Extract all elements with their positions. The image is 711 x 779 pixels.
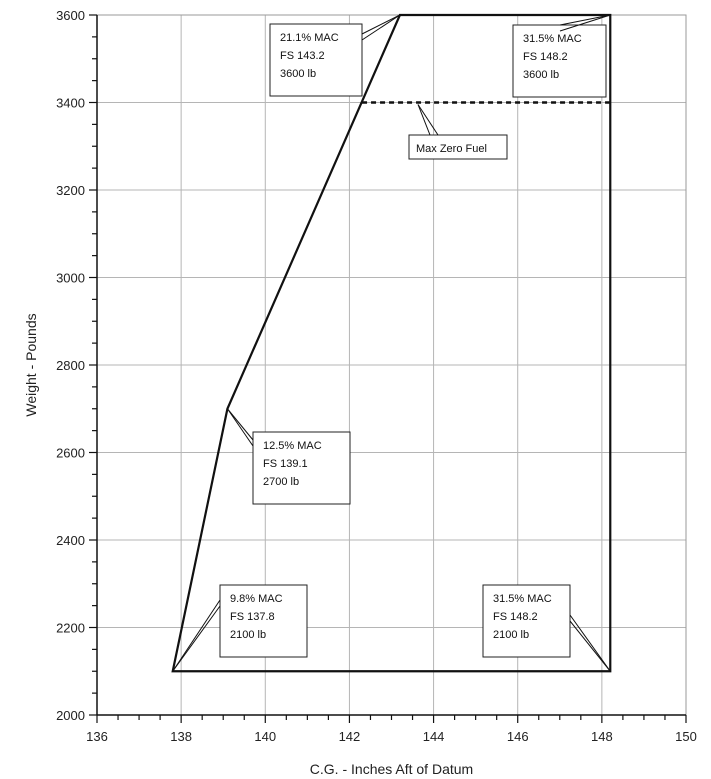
max-zero-fuel-label: Max Zero Fuel	[416, 143, 487, 155]
point-fwd-mid-text: FS 139.1	[263, 458, 308, 470]
point-fwd-top-text: 3600 lb	[280, 68, 316, 80]
max-zero-fuel-leader	[417, 104, 439, 136]
max-zero-fuel-box	[408, 134, 508, 160]
point-fwd-top-leader	[361, 14, 401, 41]
y-tick-label: 3400	[56, 96, 85, 111]
point-fwd-top-text: 21.1% MAC	[280, 32, 339, 44]
point-aft-top-text: 3600 lb	[523, 69, 559, 81]
point-aft-top-leader	[559, 14, 611, 26]
y-tick-label: 2800	[56, 358, 85, 373]
point-fwd-mid-text: 12.5% MAC	[263, 440, 322, 452]
x-tick-label: 150	[675, 729, 697, 744]
point-aft-bottom: 31.5% MAC FS 148.2 2100 lb	[482, 584, 611, 672]
x-tick-label: 146	[507, 729, 529, 744]
cg-envelope-line	[171, 13, 612, 673]
y-tick-label: 2600	[56, 446, 85, 461]
point-fwd-mid-text: 2700 lb	[263, 476, 299, 488]
x-tick-label: 148	[591, 729, 613, 744]
point-fwd-top-leader	[361, 14, 401, 35]
annotation-layer: 9.8% MAC FS 137.8 2100 lb 12.5% MAC FS 139.1…	[172, 14, 611, 672]
point-fwd-bottom: 9.8% MAC FS 137.8 2100 lb	[172, 584, 308, 672]
y-tick-label: 3600	[56, 8, 85, 23]
point-fwd-bottom-text: FS 137.8	[230, 611, 275, 623]
x-tick-label: 140	[254, 729, 276, 744]
point-fwd-bottom-leader	[172, 599, 221, 672]
point-aft-bottom-box	[482, 584, 571, 658]
point-fwd-top-box	[269, 23, 363, 97]
y-tick-label: 2400	[56, 533, 85, 548]
x-tick-label: 136	[86, 729, 108, 744]
x-tick-label: 138	[170, 729, 192, 744]
point-fwd-mid-leader	[227, 408, 254, 441]
point-fwd-bottom-text: 9.8% MAC	[230, 593, 283, 605]
axis-layer: 136 138 140 142 144 146 148 150 2000 2200 2400 2600…	[56, 8, 697, 744]
point-fwd-bottom-leader	[172, 605, 221, 672]
y-tick-label: 2000	[56, 708, 85, 723]
point-aft-bottom-text: 31.5% MAC	[493, 593, 552, 605]
y-tick-label: 3200	[56, 183, 85, 198]
point-aft-bottom-text: FS 148.2	[493, 611, 538, 623]
point-fwd-mid-box	[252, 431, 351, 505]
point-aft-bottom-text: 2100 lb	[493, 629, 529, 641]
max-zero-fuel-callout: Max Zero Fuel	[408, 104, 508, 160]
y-tick-label: 2200	[56, 621, 85, 636]
point-fwd-mid-leader	[227, 408, 254, 447]
point-aft-top-text: FS 148.2	[523, 51, 568, 63]
point-aft-top-text: 31.5% MAC	[523, 33, 582, 45]
point-fwd-bottom-box	[219, 584, 308, 658]
point-fwd-bottom-text: 2100 lb	[230, 629, 266, 641]
point-aft-top-box	[512, 24, 607, 98]
point-fwd-top: 21.1% MAC FS 143.2 3600 lb	[269, 14, 401, 97]
x-tick-label: 142	[339, 729, 361, 744]
x-axis-title: C.G. - Inches Aft of Datum	[310, 761, 473, 777]
y-axis-title: Weight - Pounds	[23, 313, 39, 416]
point-aft-bottom-leader	[569, 620, 611, 672]
point-aft-bottom-leader	[569, 614, 611, 672]
y-tick-label: 3000	[56, 271, 85, 286]
envelope-layer	[171, 13, 612, 673]
point-fwd-mid: 12.5% MAC FS 139.1 2700 lb	[227, 408, 351, 505]
point-fwd-top-text: FS 143.2	[280, 50, 325, 62]
x-tick-label: 144	[423, 729, 445, 744]
point-aft-top: 31.5% MAC FS 148.2 3600 lb	[512, 14, 611, 98]
max-zero-fuel-leader	[417, 104, 431, 136]
point-aft-top-leader	[559, 14, 611, 32]
